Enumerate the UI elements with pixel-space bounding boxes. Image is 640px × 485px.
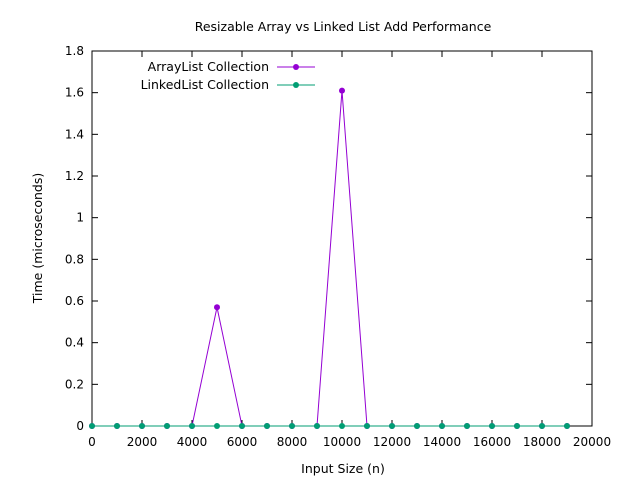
data-point-linkedlist-collection [214, 423, 220, 429]
x-tick-label: 14000 [423, 435, 461, 449]
y-tick-label: 1.8 [65, 44, 84, 58]
legend-label: LinkedList Collection [141, 77, 269, 92]
chart-title: Resizable Array vs Linked List Add Perfo… [195, 19, 492, 34]
x-axis-label: Input Size (n) [301, 461, 385, 476]
x-tick-label: 10000 [323, 435, 361, 449]
data-point-linkedlist-collection [439, 423, 445, 429]
data-point-arraylist-collection [214, 304, 220, 311]
y-tick-label: 1.4 [65, 127, 84, 141]
data-point-linkedlist-collection [564, 423, 570, 429]
data-point-linkedlist-collection [414, 423, 420, 429]
legend-point-swatch [293, 64, 299, 70]
legend-point-swatch [293, 82, 299, 88]
data-point-linkedlist-collection [389, 423, 395, 429]
x-tick-label: 2000 [127, 435, 158, 449]
y-tick-label: 1.6 [65, 86, 84, 100]
data-point-linkedlist-collection [539, 423, 545, 429]
series-layer [89, 87, 570, 429]
data-point-linkedlist-collection [364, 423, 370, 429]
data-point-linkedlist-collection [464, 423, 470, 429]
data-point-linkedlist-collection [239, 423, 245, 429]
data-point-linkedlist-collection [339, 423, 345, 429]
data-point-arraylist-collection [339, 87, 345, 94]
data-point-linkedlist-collection [489, 423, 495, 429]
data-point-linkedlist-collection [139, 423, 145, 429]
y-tick-label: 0.6 [65, 294, 84, 308]
data-point-linkedlist-collection [264, 423, 270, 429]
data-point-linkedlist-collection [289, 423, 295, 429]
y-tick-label: 0.4 [65, 336, 84, 350]
data-point-linkedlist-collection [164, 423, 170, 429]
x-tick-label: 0 [88, 435, 96, 449]
series-line-arraylist-collection [92, 90, 567, 427]
plot-frame [91, 50, 593, 427]
ticks-layer: 0 2000 4000 6000 8000 10000 12000 14000 16000 180… [65, 44, 611, 449]
x-tick-label: 12000 [373, 435, 411, 449]
x-tick-label: 6000 [227, 435, 258, 449]
data-point-linkedlist-collection [114, 423, 120, 429]
y-axis-label: Time (microseconds) [30, 173, 45, 304]
legend-label: ArrayList Collection [148, 59, 269, 74]
x-tick-label: 16000 [473, 435, 511, 449]
data-point-linkedlist-collection [514, 423, 520, 429]
legend-item-linkedlist-collection: LinkedList Collection [141, 77, 315, 92]
legend-item-arraylist-collection: ArrayList Collection [148, 59, 315, 74]
data-point-linkedlist-collection [89, 423, 95, 429]
series-arraylist-collection [89, 87, 570, 429]
x-tick-label: 8000 [277, 435, 308, 449]
y-tick-label: 1.2 [65, 169, 84, 183]
y-tick-label: 0.8 [65, 252, 84, 266]
x-tick-label: 18000 [523, 435, 561, 449]
x-tick-label: 4000 [177, 435, 208, 449]
y-tick-label: 0 [76, 419, 84, 433]
data-point-linkedlist-collection [314, 423, 320, 429]
y-tick-label: 1 [76, 211, 84, 225]
series-linkedlist-collection [89, 423, 570, 429]
data-point-linkedlist-collection [189, 423, 195, 429]
legend: ArrayList Collection LinkedList Collectio… [141, 59, 315, 92]
x-tick-label: 20000 [573, 435, 611, 449]
y-tick-label: 0.2 [65, 377, 84, 391]
